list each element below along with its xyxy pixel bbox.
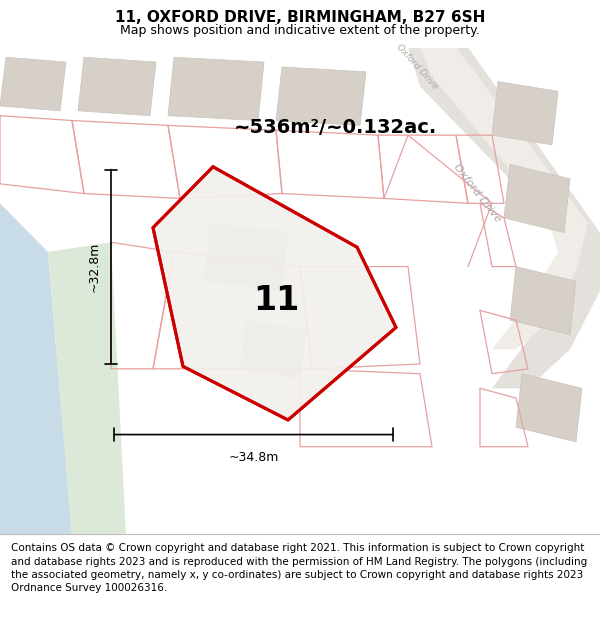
Polygon shape <box>168 58 264 121</box>
Polygon shape <box>0 58 66 111</box>
Polygon shape <box>153 167 396 420</box>
Polygon shape <box>78 58 156 116</box>
Text: ~34.8m: ~34.8m <box>229 451 278 464</box>
Polygon shape <box>492 82 558 145</box>
Polygon shape <box>420 48 588 349</box>
Polygon shape <box>276 67 366 126</box>
Polygon shape <box>504 164 570 232</box>
Polygon shape <box>204 222 288 291</box>
Text: ~536m²/~0.132ac.: ~536m²/~0.132ac. <box>234 118 437 138</box>
Polygon shape <box>516 374 582 442</box>
Polygon shape <box>240 320 306 379</box>
Text: Oxford Drive: Oxford Drive <box>451 162 503 224</box>
Text: Map shows position and indicative extent of the property.: Map shows position and indicative extent… <box>120 24 480 37</box>
Text: Oxford Drive: Oxford Drive <box>394 42 440 91</box>
Polygon shape <box>48 242 126 534</box>
Text: 11, OXFORD DRIVE, BIRMINGHAM, B27 6SH: 11, OXFORD DRIVE, BIRMINGHAM, B27 6SH <box>115 11 485 26</box>
Polygon shape <box>408 48 600 388</box>
Text: Contains OS data © Crown copyright and database right 2021. This information is : Contains OS data © Crown copyright and d… <box>11 543 587 593</box>
Text: ~32.8m: ~32.8m <box>88 241 101 292</box>
Text: 11: 11 <box>253 284 299 317</box>
Polygon shape <box>510 267 576 335</box>
Polygon shape <box>0 203 72 534</box>
